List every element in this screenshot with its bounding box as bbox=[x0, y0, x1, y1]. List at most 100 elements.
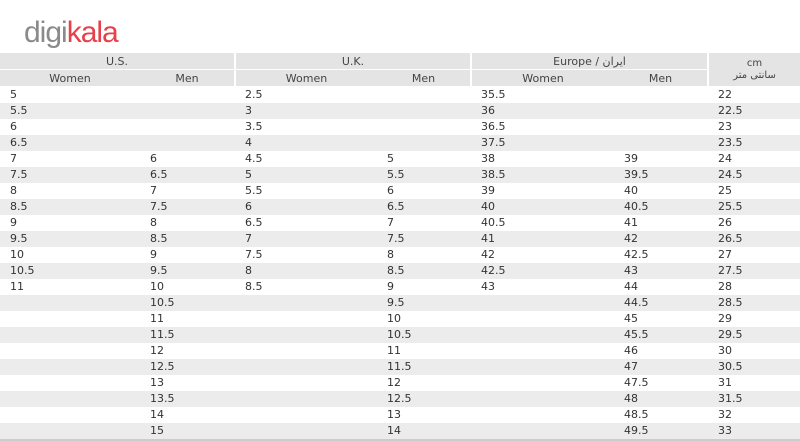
cell-eu-men: 44 bbox=[624, 280, 639, 293]
cell-eu-women bbox=[471, 343, 614, 359]
cell-uk-men: 11 bbox=[387, 344, 401, 357]
cell-uk-women: 5.5 bbox=[245, 184, 263, 197]
cell-eu-women bbox=[471, 359, 615, 375]
cell-uk-women: 4.5 bbox=[245, 152, 263, 165]
header-cm-label: cm bbox=[746, 57, 763, 69]
cell-us-men: 7.5 bbox=[140, 199, 235, 215]
table-row: 6 3.5 36.5 23 bbox=[0, 119, 800, 135]
cell-us-men bbox=[140, 87, 235, 104]
cell-uk-men: 14 bbox=[377, 423, 472, 441]
cell-cm: 25 bbox=[718, 184, 733, 197]
header-uk: U.K. bbox=[235, 53, 473, 70]
table-row: 7 6 4.5 5 38 39 24 bbox=[0, 151, 800, 167]
cell-uk-women bbox=[235, 343, 377, 359]
cell-us-men: 13 bbox=[150, 376, 164, 389]
cell-eu-women: 42.5 bbox=[471, 263, 615, 279]
cell-us-men: 12.5 bbox=[140, 359, 235, 375]
cell-uk-men: 8 bbox=[387, 248, 394, 261]
table-row: 5 2.5 35.5 22 bbox=[0, 87, 800, 104]
cell-eu-women bbox=[471, 295, 615, 311]
header-eu-women: Women bbox=[471, 69, 615, 87]
cell-us-women: 9 bbox=[10, 216, 17, 229]
cell-us-women: 8 bbox=[10, 184, 17, 197]
cell-cm: 29 bbox=[718, 312, 733, 325]
cell-cm: 29.5 bbox=[708, 327, 800, 343]
cell-uk-men: 10.5 bbox=[377, 327, 472, 343]
cell-us-men: 11 bbox=[150, 312, 164, 325]
cell-uk-women: 7.5 bbox=[245, 248, 263, 261]
table-row: 7.5 6.5 5 5.5 38.5 39.5 24.5 bbox=[0, 167, 800, 183]
cell-uk-women: 8 bbox=[235, 263, 377, 279]
header-eu-men: Men bbox=[614, 69, 710, 87]
cell-us-men: 15 bbox=[140, 423, 235, 441]
cell-eu-men: 49.5 bbox=[614, 423, 709, 441]
cell-uk-women: 7 bbox=[235, 231, 377, 247]
cell-uk-men: 6.5 bbox=[377, 199, 472, 215]
cell-uk-men: 13 bbox=[387, 408, 401, 421]
cell-uk-women: 6 bbox=[235, 199, 377, 215]
cell-uk-men: 12.5 bbox=[377, 391, 472, 407]
cell-us-men: 10 bbox=[150, 280, 164, 293]
cell-uk-women: 5 bbox=[235, 167, 377, 183]
cell-us-men: 12 bbox=[150, 344, 164, 357]
cell-eu-men: 48 bbox=[614, 391, 709, 407]
cell-eu-men: 47.5 bbox=[624, 376, 649, 389]
cell-us-women: 10.5 bbox=[0, 263, 140, 279]
digikala-logo[interactable]: digikala bbox=[24, 16, 119, 49]
cell-eu-men: 45.5 bbox=[614, 327, 709, 343]
cell-us-women bbox=[0, 423, 140, 441]
cell-eu-men: 39 bbox=[624, 152, 639, 165]
cell-uk-men: 7 bbox=[387, 216, 394, 229]
cell-us-men: 13.5 bbox=[140, 391, 235, 407]
cell-us-men: 9.5 bbox=[140, 263, 235, 279]
header-uk-men: Men bbox=[377, 69, 473, 87]
cell-uk-men: 7.5 bbox=[377, 231, 472, 247]
cell-uk-men bbox=[377, 87, 471, 104]
cell-uk-men bbox=[377, 119, 471, 135]
cell-eu-women: 40 bbox=[471, 199, 615, 215]
cell-eu-men: 41 bbox=[624, 216, 639, 229]
cell-eu-men: 47 bbox=[614, 359, 709, 375]
cell-eu-women bbox=[471, 375, 614, 391]
cell-cm: 28 bbox=[718, 280, 733, 293]
cell-uk-women: 3 bbox=[235, 103, 377, 119]
cell-uk-women: 8.5 bbox=[245, 280, 263, 293]
cell-uk-men bbox=[377, 103, 472, 119]
cell-cm: 24.5 bbox=[708, 167, 800, 183]
cell-eu-women bbox=[471, 423, 615, 441]
header-us-women: Women bbox=[0, 69, 140, 87]
cell-eu-men: 39.5 bbox=[614, 167, 709, 183]
cell-us-women: 7.5 bbox=[0, 167, 140, 183]
cell-uk-men: 6 bbox=[387, 184, 394, 197]
cell-eu-women: 39 bbox=[481, 184, 496, 197]
table-row: 11 10 45 29 bbox=[0, 311, 800, 327]
cell-us-men: 7 bbox=[150, 184, 157, 197]
cell-cm: 32 bbox=[718, 408, 733, 421]
cell-us-men bbox=[140, 103, 235, 119]
header-cm: cm سانتی متر bbox=[708, 53, 800, 87]
cell-cm: 31 bbox=[718, 376, 733, 389]
cell-uk-women bbox=[235, 311, 377, 327]
cell-uk-men: 12 bbox=[387, 376, 401, 389]
table-row: 12 11 46 30 bbox=[0, 343, 800, 359]
cell-uk-women: 4 bbox=[235, 135, 377, 151]
cell-eu-women: 38.5 bbox=[471, 167, 615, 183]
cell-us-men: 8.5 bbox=[140, 231, 235, 247]
cell-uk-women: 3.5 bbox=[245, 120, 263, 133]
cell-us-women bbox=[0, 295, 140, 311]
cell-uk-men: 5.5 bbox=[377, 167, 472, 183]
cell-eu-men: 40.5 bbox=[614, 199, 709, 215]
cell-uk-women bbox=[235, 375, 377, 391]
shoe-size-table: U.S. U.K. Europe / ایران cm سانتی متر Wom… bbox=[0, 53, 800, 441]
cell-uk-women: 2.5 bbox=[245, 88, 263, 101]
cell-us-women bbox=[0, 327, 140, 343]
cell-us-women: 10 bbox=[10, 248, 24, 261]
cell-eu-men: 44.5 bbox=[614, 295, 709, 311]
cell-us-men: 11.5 bbox=[140, 327, 235, 343]
cell-uk-men bbox=[377, 135, 472, 151]
cell-eu-women bbox=[471, 311, 614, 327]
cell-us-men: 9 bbox=[150, 248, 157, 261]
table-row: 8 7 5.5 6 39 40 25 bbox=[0, 183, 800, 199]
cell-uk-men: 9.5 bbox=[377, 295, 472, 311]
header-europe: Europe / ایران bbox=[471, 53, 710, 70]
